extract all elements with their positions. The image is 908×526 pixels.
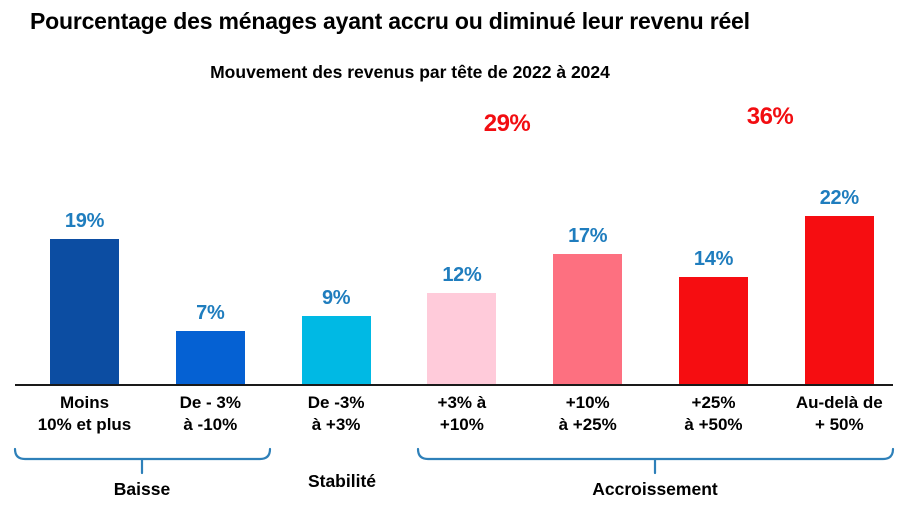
category-label: Moins 10% et plus	[21, 392, 149, 437]
group-label: Baisse	[113, 479, 171, 499]
bar	[50, 239, 119, 385]
category-label-line: à -10%	[183, 415, 238, 435]
chart-subtitle: Mouvement des revenus par tête de 2022 à…	[210, 62, 610, 82]
category-label-line: De - 3%	[179, 393, 241, 412]
bar	[805, 216, 874, 385]
category-label: Au-delà de + 50%	[775, 392, 903, 437]
category-label-line: Moins	[59, 393, 110, 412]
category-label-line: +3% à	[437, 393, 487, 412]
bar-value-label: 7%	[196, 302, 225, 324]
category-label-line: Au-delà de	[795, 393, 883, 412]
category-label-line: + 50%	[814, 415, 864, 435]
bar	[427, 293, 496, 385]
category-label-line: 10% et plus	[37, 415, 132, 435]
bar-value-label: 19%	[64, 210, 105, 232]
category-label-line: +10%	[439, 415, 484, 435]
bar-value-label: 14%	[693, 248, 734, 270]
category-label-line: De -3%	[307, 393, 365, 412]
brace	[13, 447, 272, 475]
bar-value-label: 17%	[568, 225, 608, 247]
bar	[302, 316, 371, 385]
sum-annotation: 29%	[483, 110, 531, 137]
bar-value-label: 9%	[321, 287, 351, 309]
category-label: +3% à +10%	[398, 392, 526, 437]
category-label: De - 3% à -10%	[146, 392, 274, 437]
bar	[679, 277, 748, 385]
bar-value-label: 12%	[442, 264, 482, 286]
bar	[553, 254, 622, 385]
bar-value-label: 22%	[819, 187, 859, 209]
sum-annotation: 36%	[746, 103, 794, 130]
chart-title: Pourcentage des ménages ayant accru ou d…	[30, 8, 750, 34]
category-label-line: à +50%	[684, 415, 743, 435]
x-axis-line	[15, 384, 893, 386]
category-label-line: +10%	[565, 393, 610, 412]
category-label-line: à +3%	[311, 415, 361, 435]
bar	[176, 331, 245, 385]
category-label-line: à +25%	[558, 415, 617, 435]
category-label-line: +25%	[691, 393, 736, 412]
category-label: +10% à +25%	[524, 392, 652, 437]
category-label: De -3% à +3%	[272, 392, 400, 437]
brace	[416, 447, 895, 475]
group-label: Stabilité	[307, 471, 377, 491]
category-label: +25% à +50%	[650, 392, 778, 437]
group-label: Accroissement	[592, 479, 718, 499]
